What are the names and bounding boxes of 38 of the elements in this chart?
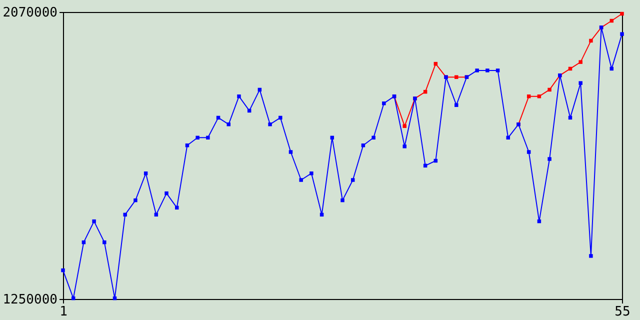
point	[164, 191, 168, 196]
point	[589, 38, 593, 43]
point	[589, 254, 593, 258]
point	[454, 75, 458, 79]
point	[486, 68, 490, 72]
y-tick-label: 1250000	[2, 292, 58, 308]
point	[134, 198, 138, 202]
point	[102, 240, 106, 244]
point	[402, 144, 406, 148]
x-tick-label: 1	[60, 304, 68, 320]
point	[350, 178, 355, 182]
point	[526, 150, 531, 154]
point	[92, 219, 96, 224]
point	[578, 81, 582, 85]
point	[548, 88, 552, 92]
point	[548, 157, 552, 161]
y-tick-label: 2070000	[2, 6, 58, 20]
point	[196, 136, 200, 140]
point	[299, 178, 303, 182]
point	[454, 103, 458, 107]
point	[402, 124, 406, 128]
point	[237, 94, 241, 98]
point	[620, 32, 624, 36]
point	[61, 268, 65, 272]
point	[578, 60, 582, 64]
point	[496, 68, 500, 72]
point	[620, 12, 624, 16]
point	[475, 68, 479, 72]
point	[278, 116, 282, 120]
x-tick-label: 55	[614, 304, 630, 320]
point	[123, 212, 127, 217]
point	[372, 136, 376, 140]
point	[288, 150, 293, 154]
point	[310, 171, 314, 176]
point	[382, 101, 386, 106]
point	[340, 198, 344, 202]
point	[206, 136, 210, 140]
point	[268, 122, 272, 126]
